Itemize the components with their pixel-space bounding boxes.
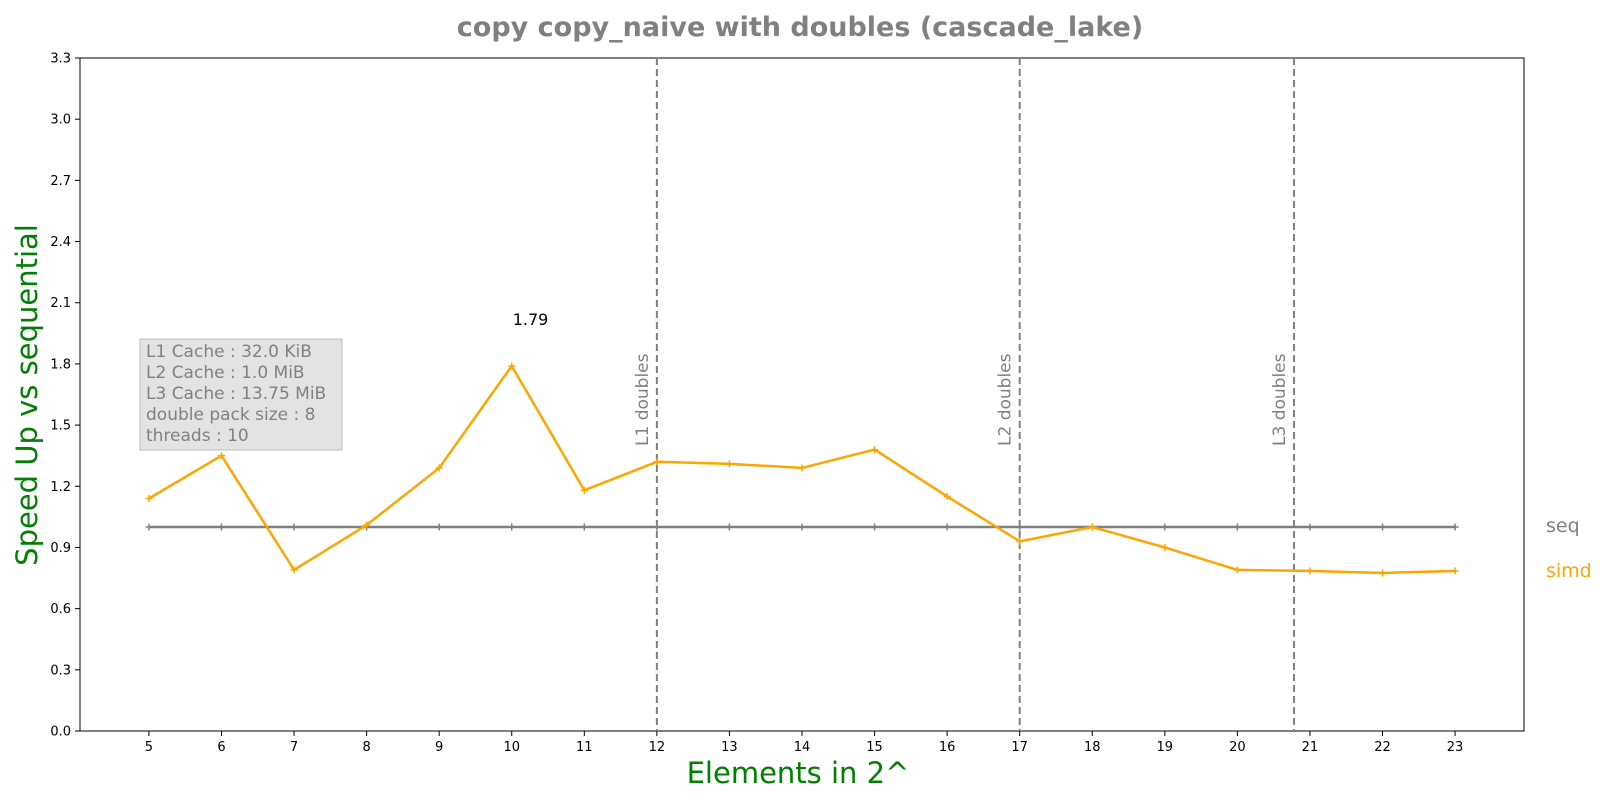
data-point-simd (725, 460, 733, 468)
data-point-simd (217, 452, 225, 460)
series-label-simd: simd (1546, 560, 1592, 582)
info-line-l1-cache: L1 Cache : 32.0 KiB (146, 342, 312, 362)
x-tick-label: 23 (1447, 740, 1464, 755)
data-point-seq (1451, 523, 1459, 531)
data-point-seq (290, 523, 298, 531)
data-point-seq (1233, 523, 1241, 531)
info-line-threads: threads : 10 (146, 426, 249, 446)
x-tick-label: 21 (1302, 740, 1319, 755)
x-tick-label: 11 (576, 740, 593, 755)
data-point-simd (290, 566, 298, 574)
data-point-seq (1016, 523, 1024, 531)
data-point-simd (1088, 523, 1096, 531)
data-point-seq (508, 523, 516, 531)
y-tick-label: 3.0 (50, 113, 71, 128)
data-point-simd (653, 458, 661, 466)
x-tick-label: 13 (721, 740, 738, 755)
y-axis-label: Speed Up vs sequential (10, 224, 44, 566)
x-tick-label: 18 (1084, 740, 1101, 755)
data-point-seq (653, 523, 661, 531)
x-tick-label: 8 (362, 740, 370, 755)
y-tick-label: 2.7 (50, 174, 71, 189)
data-point-seq (1306, 523, 1314, 531)
data-point-seq (145, 523, 153, 531)
x-axis-label: Elements in 2^ (687, 756, 910, 790)
data-point-simd (1233, 566, 1241, 574)
data-point-seq (435, 523, 443, 531)
y-tick-label: 0.0 (50, 725, 71, 740)
info-box: L1 Cache : 32.0 KiB L2 Cache : 1.0 MiB L… (139, 338, 343, 451)
y-tick-label: 1.5 (50, 419, 71, 434)
x-tick-label: 9 (435, 740, 443, 755)
data-point-simd (1379, 569, 1386, 577)
data-point-simd (1451, 567, 1459, 575)
y-tick-label: 1.8 (50, 357, 71, 372)
data-point-seq (798, 523, 806, 531)
cache-boundary-label: L3 doubles (1270, 353, 1290, 446)
y-tick-label: 0.9 (50, 541, 71, 556)
y-tick-label: 0.6 (50, 602, 71, 617)
series-label-seq: seq (1546, 515, 1580, 537)
data-point-simd (1016, 537, 1024, 545)
info-box-background (139, 338, 343, 451)
info-line-l2-cache: L2 Cache : 1.0 MiB (146, 363, 305, 383)
data-point-simd (1161, 543, 1169, 551)
x-tick-label: 5 (145, 740, 153, 755)
x-tick-label: 17 (1011, 740, 1028, 755)
x-tick-label: 15 (866, 740, 883, 755)
cache-boundary-label: L1 doubles (633, 353, 653, 446)
data-point-simd (435, 464, 443, 472)
data-point-seq (217, 523, 225, 531)
data-point-seq (943, 523, 951, 531)
data-point-simd (871, 446, 879, 454)
data-point-simd (1306, 567, 1314, 575)
x-tick-label: 20 (1229, 740, 1246, 755)
data-point-simd (580, 486, 588, 494)
x-tick-label: 22 (1374, 740, 1391, 755)
x-tick-label: 10 (503, 740, 520, 755)
chart-title: copy copy_naive with doubles (cascade_la… (457, 12, 1143, 43)
x-tick-label: 14 (794, 740, 811, 755)
data-point-simd (508, 362, 516, 370)
y-tick-label: 0.3 (50, 663, 71, 678)
y-tick-label: 3.3 (50, 52, 71, 67)
data-point-seq (871, 523, 879, 531)
cache-boundary-label: L2 doubles (996, 353, 1016, 446)
data-point-seq (725, 523, 733, 531)
data-point-simd (363, 521, 371, 529)
x-tick-label: 6 (217, 740, 225, 755)
data-point-seq (580, 523, 588, 531)
data-point-seq (1161, 523, 1169, 531)
x-tick-label: 7 (290, 740, 298, 755)
data-point-simd (145, 495, 153, 503)
y-tick-label: 1.2 (50, 480, 71, 495)
data-point-simd (798, 464, 806, 472)
plot-area: 0.0 0.3 0.6 0.9 1.2 1.5 1.8 2.1 2.4 2.7 3.0 3.3 5 6 7 8… (50, 52, 1591, 756)
data-point-seq (1379, 523, 1386, 531)
info-line-pack-size: double pack size : 8 (146, 405, 315, 425)
y-tick-label: 2.4 (50, 235, 71, 250)
x-tick-label: 12 (649, 740, 666, 755)
peak-value-label: 1.79 (513, 310, 549, 329)
data-point-simd (943, 492, 951, 500)
x-tick-label: 16 (939, 740, 956, 755)
info-line-l3-cache: L3 Cache : 13.75 MiB (146, 384, 326, 404)
x-tick-label: 19 (1157, 740, 1174, 755)
y-tick-label: 2.1 (50, 296, 71, 311)
